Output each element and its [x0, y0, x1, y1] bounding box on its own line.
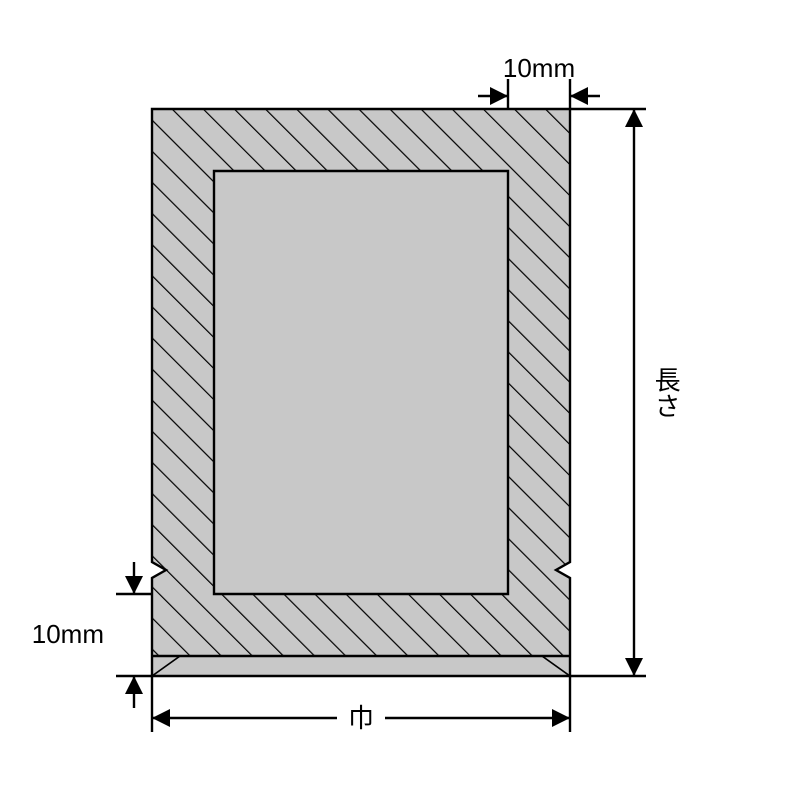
- length-label: 長さ: [651, 367, 681, 419]
- bottom-seal-label: 10mm: [32, 619, 104, 649]
- bag-dimension-diagram: 10mm 長さ 10mm 巾: [0, 0, 800, 800]
- width-label: 巾: [348, 703, 374, 733]
- top-seal-label: 10mm: [503, 53, 575, 83]
- bag: [152, 109, 570, 676]
